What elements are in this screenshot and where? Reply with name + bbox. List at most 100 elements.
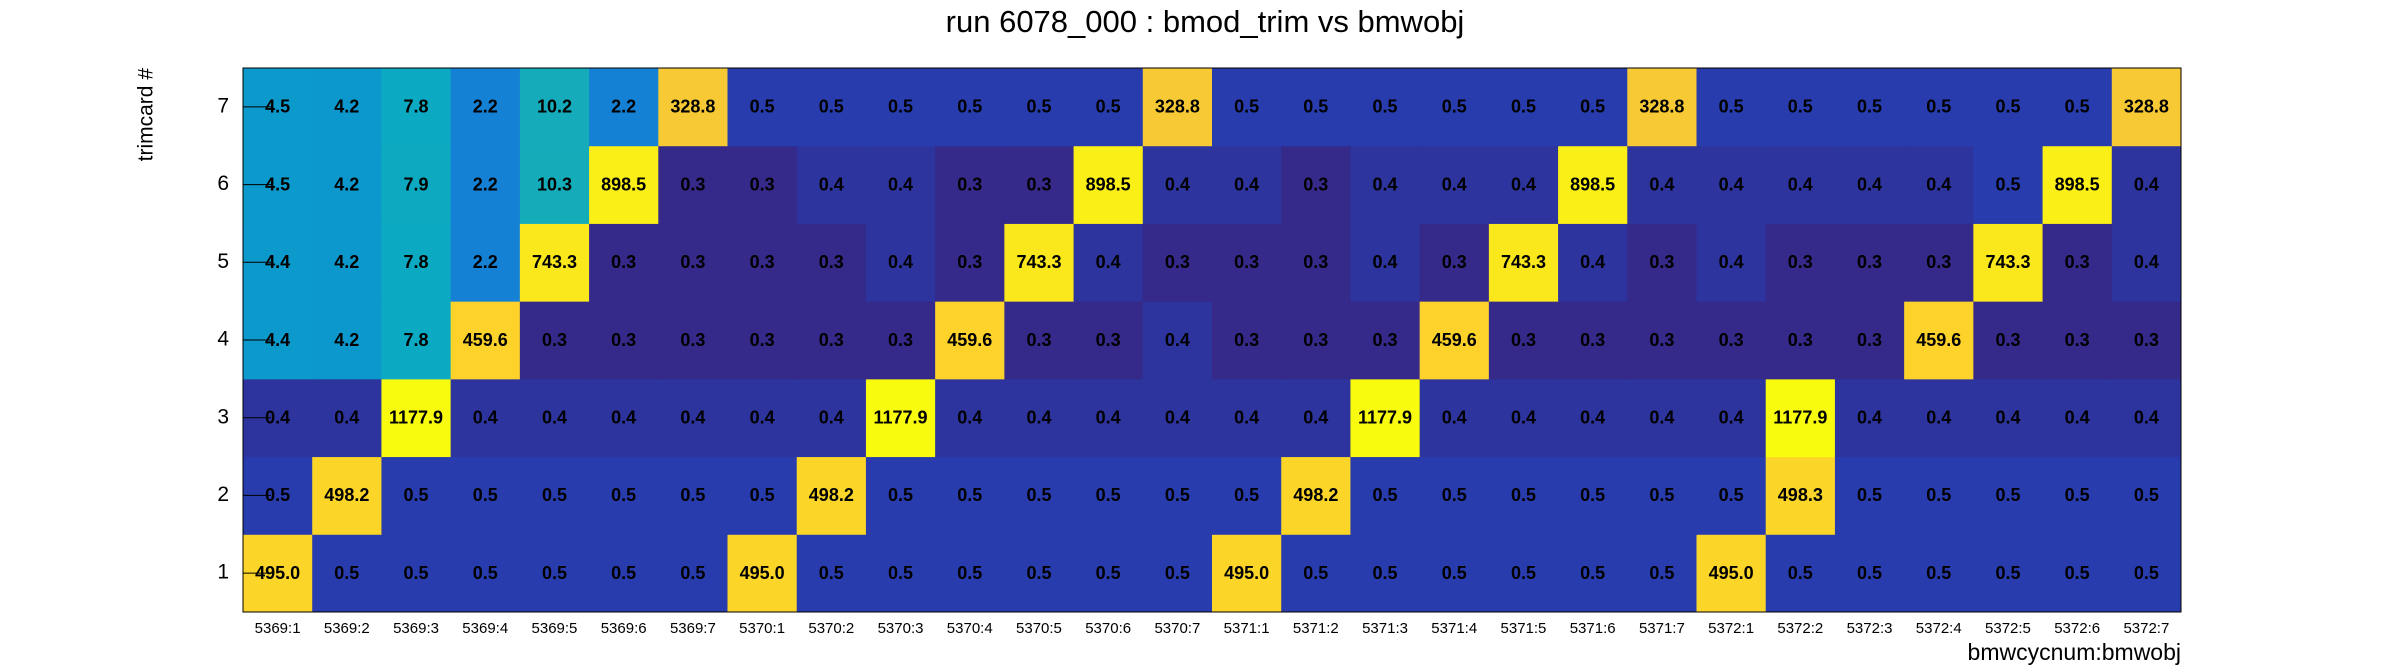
heatmap-cell <box>865 301 936 380</box>
cell-label: 2.2 <box>611 97 636 117</box>
cell-label: 0.5 <box>1442 97 1467 117</box>
x-tick-label: 5370:1 <box>739 620 785 637</box>
x-tick-label: 5370:7 <box>1154 620 1200 637</box>
x-tick-label: 5371:3 <box>1362 620 1408 637</box>
heatmap-cell <box>519 145 590 224</box>
heatmap-cell <box>312 534 382 613</box>
heatmap-cell <box>727 145 798 224</box>
cell-label: 0.5 <box>611 485 636 505</box>
cell-label: 1177.9 <box>1773 407 1827 427</box>
cell-label: 7.9 <box>404 174 429 194</box>
cell-label: 743.3 <box>1016 252 1061 272</box>
heatmap-cell <box>1696 534 1767 613</box>
x-tick-label: 5370:2 <box>808 620 854 637</box>
heatmap-cell <box>1834 534 1905 613</box>
heatmap-cell <box>1558 68 1628 147</box>
heatmap-cell <box>1627 301 1697 380</box>
x-tick-label: 5371:2 <box>1293 620 1339 637</box>
heatmap-cell <box>1558 378 1628 458</box>
cell-label: 4.2 <box>334 252 359 272</box>
cell-label: 0.3 <box>1580 330 1605 350</box>
cell-label: 0.5 <box>1026 485 1051 505</box>
heatmap-cell <box>1142 223 1213 302</box>
heatmap-cell <box>1488 456 1559 535</box>
heatmap-cell <box>1834 456 1905 535</box>
cell-label: 1177.9 <box>874 407 928 427</box>
heatmap-cell <box>1834 145 1905 224</box>
cell-label: 0.5 <box>819 97 844 117</box>
heatmap-cell <box>1973 145 2044 224</box>
cell-label: 0.3 <box>1026 174 1051 194</box>
heatmap-cell <box>1488 534 1559 613</box>
x-tick-label: 5369:7 <box>670 620 716 637</box>
cell-label: 0.4 <box>1511 407 1536 427</box>
cell-label: 0.3 <box>1649 330 1674 350</box>
cell-label: 328.8 <box>1155 97 1200 117</box>
cell-label: 7.8 <box>404 97 429 117</box>
heatmap-cell <box>1488 223 1559 302</box>
cell-label: 0.5 <box>1857 485 1882 505</box>
cell-label: 0.4 <box>888 252 913 272</box>
heatmap-cell <box>1765 534 1836 613</box>
cell-label: 0.3 <box>750 330 775 350</box>
heatmap-cell <box>381 456 452 535</box>
heatmap-cell <box>1281 301 1351 380</box>
cell-label: 0.5 <box>1096 485 1121 505</box>
heatmap-cell <box>1904 145 1974 224</box>
heatmap-cell <box>1765 456 1836 535</box>
cell-label: 0.4 <box>888 174 913 194</box>
heatmap-cell <box>1627 68 1697 147</box>
heatmap-cell <box>450 68 521 147</box>
cell-label: 1177.9 <box>389 407 443 427</box>
cell-label: 0.3 <box>611 330 636 350</box>
heatmap-cell <box>1834 68 1905 147</box>
heatmap-cell <box>1004 68 1075 147</box>
heatmap-cell <box>1350 145 1421 224</box>
cell-label: 0.3 <box>1511 330 1536 350</box>
heatmap-cell <box>1004 378 1075 458</box>
heatmap-cell <box>1350 68 1421 147</box>
heatmap-cell <box>589 68 659 147</box>
heatmap-cell <box>589 534 659 613</box>
cell-label: 0.4 <box>1580 407 1605 427</box>
heatmap-cell <box>727 456 798 535</box>
cell-label: 4.2 <box>334 330 359 350</box>
heatmap-cell <box>1073 145 1144 224</box>
cell-label: 0.3 <box>1234 252 1259 272</box>
cell-label: 0.5 <box>1995 97 2020 117</box>
cell-label: 0.3 <box>1026 330 1051 350</box>
cell-label: 0.4 <box>611 407 636 427</box>
cell-label: 0.3 <box>542 330 567 350</box>
heatmap-cell <box>1350 534 1421 613</box>
y-tick-label: 1 <box>217 561 229 584</box>
heatmap-cell <box>1142 145 1213 224</box>
heatmap-cell <box>1627 534 1697 613</box>
cell-label: 0.4 <box>1096 407 1121 427</box>
cell-label: 0.5 <box>1580 97 1605 117</box>
heatmap-cell <box>1558 301 1628 380</box>
cell-label: 0.5 <box>334 563 359 583</box>
heatmap-cell <box>1212 534 1282 613</box>
cell-label: 495.0 <box>1709 563 1754 583</box>
cell-label: 0.5 <box>2065 485 2090 505</box>
cell-label: 0.5 <box>957 485 982 505</box>
cell-label: 0.4 <box>473 407 498 427</box>
cell-label: 498.2 <box>324 485 369 505</box>
x-tick-label: 5371:4 <box>1431 620 1477 637</box>
cell-label: 0.5 <box>957 563 982 583</box>
heatmap-cell <box>1281 68 1351 147</box>
cell-label: 0.4 <box>1303 407 1328 427</box>
cell-label: 0.5 <box>750 485 775 505</box>
cell-label: 0.5 <box>1303 97 1328 117</box>
heatmap-cell <box>796 145 867 224</box>
cell-label: 0.5 <box>1234 485 1259 505</box>
heatmap-cell <box>2111 68 2182 147</box>
heatmap-cell <box>1350 456 1421 535</box>
cell-label: 0.3 <box>1442 252 1467 272</box>
cell-label: 0.5 <box>1926 485 1951 505</box>
heatmap-cell <box>1973 534 2044 613</box>
heatmap-cell <box>796 223 867 302</box>
heatmap-cell <box>1073 534 1144 613</box>
cell-label: 0.3 <box>1995 330 2020 350</box>
x-tick-label: 5372:5 <box>1985 620 2031 637</box>
